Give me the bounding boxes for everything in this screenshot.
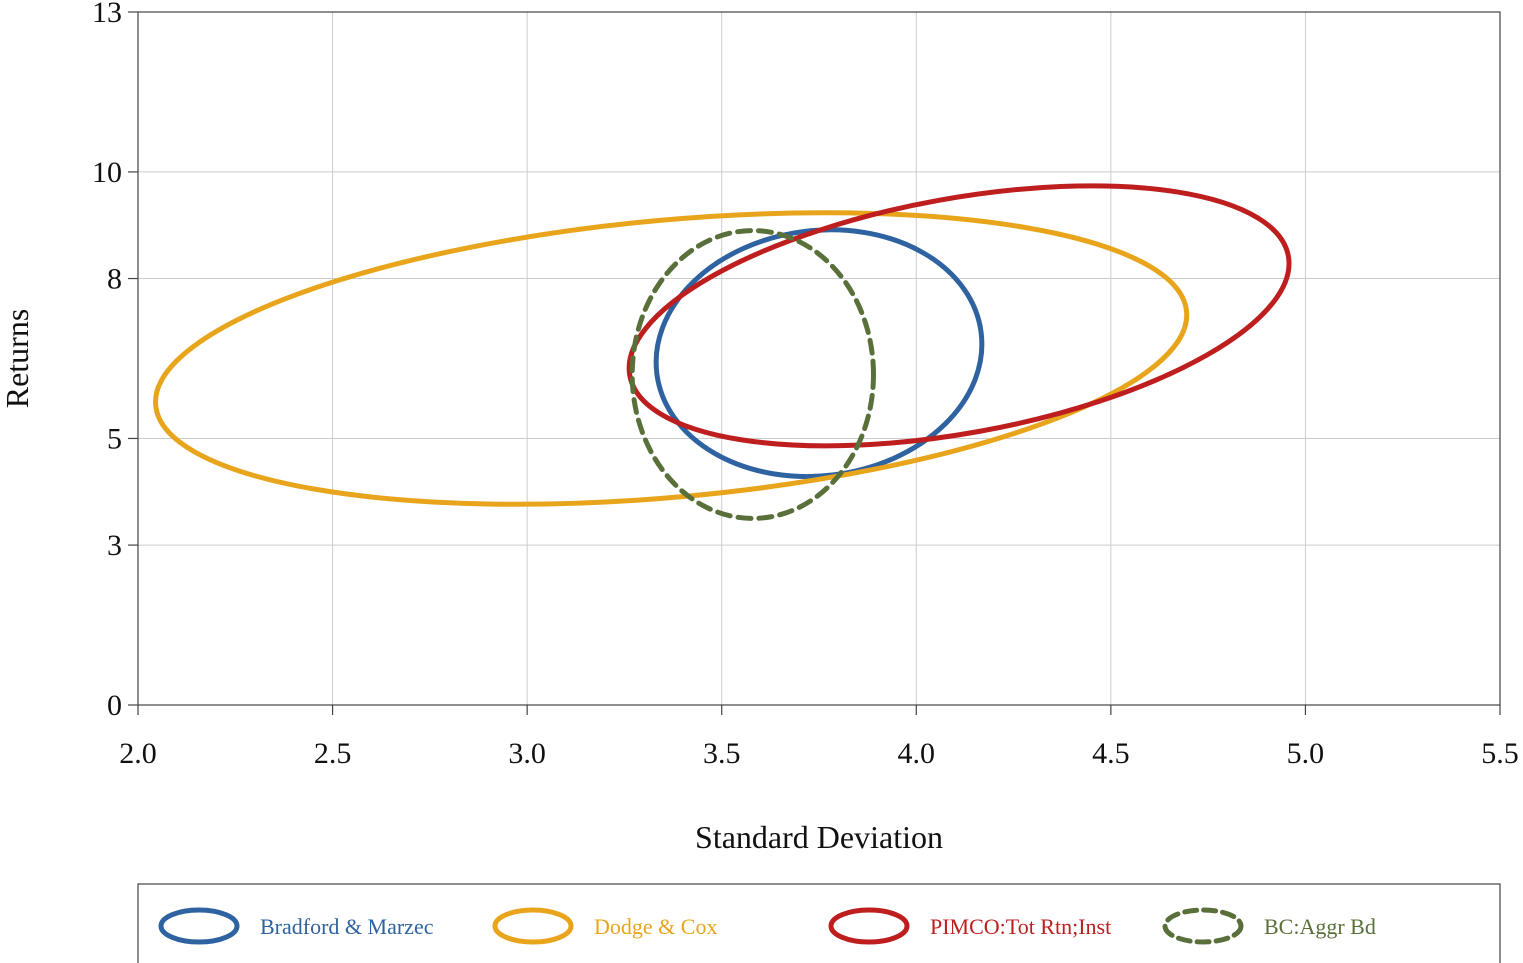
x-axis-label: Standard Deviation bbox=[695, 819, 943, 855]
series-ellipse bbox=[629, 228, 876, 521]
y-tick-label: 8 bbox=[107, 263, 122, 296]
legend-label: Bradford & Marzec bbox=[260, 914, 434, 939]
y-tick-label: 0 bbox=[107, 689, 122, 722]
x-axis: 2.0 2.5 3.0 3.5 4.0 4.5 5.0 5.5 bbox=[119, 705, 1519, 770]
x-tick-label: 4.5 bbox=[1092, 737, 1130, 770]
x-tick-label: 2.5 bbox=[314, 737, 352, 770]
x-tick-label: 3.5 bbox=[703, 737, 741, 770]
y-tick-label: 3 bbox=[107, 529, 122, 562]
legend-label: BC:Aggr Bd bbox=[1264, 914, 1376, 939]
legend-label: PIMCO:Tot Rtn;Inst bbox=[930, 914, 1111, 939]
x-tick-label: 4.0 bbox=[898, 737, 936, 770]
legend-swatch bbox=[492, 907, 574, 945]
legend-swatch bbox=[158, 907, 240, 945]
y-tick-label: 10 bbox=[92, 156, 122, 189]
y-axis: 0 3 5 8 10 13 bbox=[92, 0, 138, 722]
series-ellipse bbox=[153, 210, 1190, 507]
legend bbox=[137, 883, 1501, 963]
legend-swatch bbox=[828, 907, 910, 945]
grid-lines bbox=[138, 12, 1500, 705]
y-tick-label: 13 bbox=[92, 0, 122, 29]
plot-frame bbox=[137, 11, 1501, 706]
y-axis-label: Returns bbox=[0, 309, 35, 409]
legend-label: Dodge & Cox bbox=[594, 914, 717, 939]
x-tick-label: 3.0 bbox=[508, 737, 546, 770]
legend-items: Bradford & Marzec Dodge & Cox PIMCO:Tot Rt… bbox=[158, 907, 1376, 945]
series-ellipse bbox=[626, 183, 1292, 449]
x-tick-label: 5.5 bbox=[1481, 737, 1519, 770]
legend-swatch bbox=[1162, 907, 1244, 945]
x-tick-label: 2.0 bbox=[119, 737, 157, 770]
plot-area bbox=[153, 183, 1292, 521]
x-tick-label: 5.0 bbox=[1287, 737, 1325, 770]
y-tick-label: 5 bbox=[107, 422, 122, 455]
